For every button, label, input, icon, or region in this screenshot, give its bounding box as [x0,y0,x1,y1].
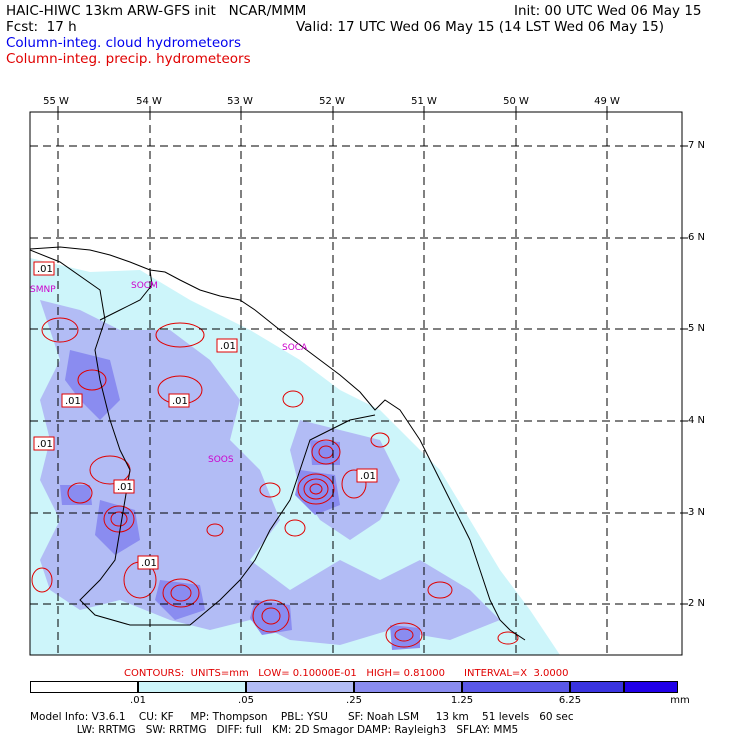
contour-label-box: .01 [61,393,83,408]
contour-label-box: .01 [216,338,238,353]
forecast-hour: Fcst: 17 h [6,19,77,35]
contour-label: .01 [65,396,81,407]
precip-contour [206,523,224,537]
precip-contour [155,322,205,348]
lat-label-2n: 2 N [688,598,706,609]
station-labels: SMNP SOCM SOCA SOOS [30,281,308,465]
colorbar-segment [624,681,678,693]
lat-label-4n: 4 N [688,415,706,426]
contour-labels: .01 .01 .01 .01 .01 .01 [33,261,378,570]
contour-label-box: .01 [168,393,190,408]
lat-label-3n: 3 N [688,507,706,518]
contour-label-box: .01 [33,261,55,276]
contour-label: .01 [141,558,157,569]
cloud-region-strong [155,580,205,620]
precip-contour [370,432,390,448]
precip-contour [341,469,367,499]
coastline-path [30,246,526,641]
lon-label-50w: 50 W [503,96,529,107]
precip-contour [309,483,323,495]
precip-contour [311,439,341,465]
colorbar-label: 1.25 [450,695,474,706]
contour-label-box: .01 [356,468,378,483]
map-frame [29,111,683,656]
contour-label: .01 [220,341,236,352]
precip-contour [110,511,128,527]
precip-contour [427,581,453,599]
precip-contour [284,519,306,537]
contour-label-box: .01 [113,479,135,494]
contour-label: .01 [360,471,376,482]
plot-title: HAIC-HIWC 13km ARW-GFS init NCAR/MMM [6,3,307,19]
colorbar-segment [30,681,138,693]
contour-label: .01 [172,396,188,407]
colorbar-segment [462,681,570,693]
precip-contour [31,567,53,593]
valid-time: Valid: 17 UTC Wed 06 May 15 (14 LST Wed … [296,19,664,35]
cloud-region-strong [95,500,140,555]
graticule [30,112,682,655]
precip-contour [303,478,329,500]
precip-contour [252,599,290,633]
cloud-region-strong [250,600,292,635]
cloud-region-strong [65,350,120,420]
coastline [30,246,526,641]
lon-label-51w: 51 W [411,96,437,107]
lon-label-55w: 55 W [43,96,69,107]
cloud-region-strong [310,440,340,465]
colorbar-label: 6.25 [558,695,582,706]
precip-contours [31,317,519,648]
colorbar-label: .25 [346,695,362,706]
precip-contour [77,369,107,391]
station-label-soca: SOCA [282,343,308,353]
border-path [99,269,153,321]
precip-contour [385,622,423,648]
lon-label-54w: 54 W [136,96,162,107]
model-info-line1: Model Info: V3.6.1 CU: KF MP: Thompson P… [30,711,574,723]
colorbar-segment [246,681,354,693]
colorbar-segment [138,681,246,693]
precip-contour [170,584,192,602]
station-label-socm: SOCM [131,281,158,291]
colorbar-unit: mm [670,695,690,706]
cloud-region-strong [295,470,340,515]
colorbar-label: .01 [130,695,146,706]
legend-precip: Column-integ. precip. hydrometeors [6,51,251,67]
contour-label: .01 [117,482,133,493]
lat-label-6n: 6 N [688,232,706,243]
precip-contour [394,628,414,642]
precip-contour [297,473,335,505]
model-info-line2: LW: RRTMG SW: RRTMG DIFF: full KM: 2D Sm… [30,724,519,736]
lon-label-53w: 53 W [227,96,253,107]
contour-label: .01 [37,439,53,450]
precip-contour [162,578,200,608]
precip-contour [259,482,281,498]
precip-contour [103,505,135,533]
station-label-smnp: SMNP [30,285,56,295]
precip-contour [282,390,304,408]
precip-contour [497,631,519,645]
init-time: Init: 00 UTC Wed 06 May 15 [514,3,702,19]
legend-cloud: Column-integ. cloud hydrometeors [6,35,242,51]
contours-info: CONTOURS: UNITS=mm LOW= 0.10000E-01 HIGH… [124,668,569,679]
lon-label-49w: 49 W [594,96,620,107]
colorbar-segment [354,681,462,693]
contour-label: .01 [37,264,53,275]
lon-label-52w: 52 W [319,96,345,107]
lat-label-7n: 7 N [688,140,706,151]
border-path [30,249,376,626]
colorbar-segment [570,681,624,693]
contour-label-box: .01 [33,436,55,451]
precip-contour [261,607,281,625]
precip-contour [41,317,79,343]
contour-label-box: .01 [137,555,159,570]
station-label-soos: SOOS [208,455,234,465]
axis-ticks [57,106,688,605]
lat-label-5n: 5 N [688,323,706,334]
precip-contour [67,482,93,504]
colorbar-label: .05 [238,695,254,706]
